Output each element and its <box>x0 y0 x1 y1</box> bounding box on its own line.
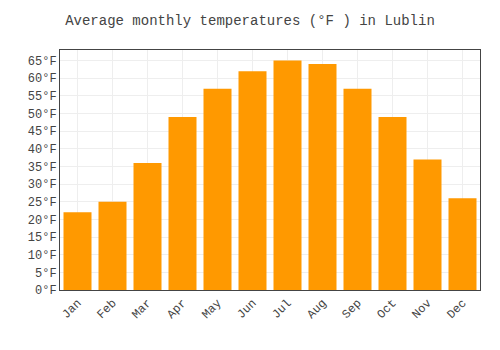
svg-text:Nov: Nov <box>409 297 434 322</box>
svg-text:5°F: 5°F <box>35 267 57 281</box>
svg-text:55°F: 55°F <box>28 90 57 104</box>
svg-text:Aug: Aug <box>304 297 329 322</box>
svg-text:Jul: Jul <box>269 297 294 322</box>
svg-text:Sep: Sep <box>339 297 364 322</box>
svg-text:10°F: 10°F <box>28 249 57 263</box>
svg-text:Mar: Mar <box>129 297 154 322</box>
svg-text:Jan: Jan <box>59 297 84 322</box>
svg-text:60°F: 60°F <box>28 72 57 86</box>
svg-text:25°F: 25°F <box>28 196 57 210</box>
svg-text:Oct: Oct <box>374 297 399 322</box>
svg-text:30°F: 30°F <box>28 178 57 192</box>
svg-text:20°F: 20°F <box>28 214 57 228</box>
svg-text:35°F: 35°F <box>28 161 57 175</box>
svg-text:65°F: 65°F <box>28 55 57 69</box>
svg-text:Apr: Apr <box>164 297 189 322</box>
svg-text:Dec: Dec <box>444 297 469 322</box>
svg-text:45°F: 45°F <box>28 125 57 139</box>
svg-text:Feb: Feb <box>94 297 119 322</box>
svg-text:Average monthly temperatures (: Average monthly temperatures (°F ) in Lu… <box>65 13 435 29</box>
svg-text:Jun: Jun <box>234 297 259 322</box>
svg-text:50°F: 50°F <box>28 108 57 122</box>
svg-text:15°F: 15°F <box>28 231 57 245</box>
svg-text:40°F: 40°F <box>28 143 57 157</box>
svg-text:0°F: 0°F <box>35 284 57 298</box>
svg-text:May: May <box>199 297 224 322</box>
